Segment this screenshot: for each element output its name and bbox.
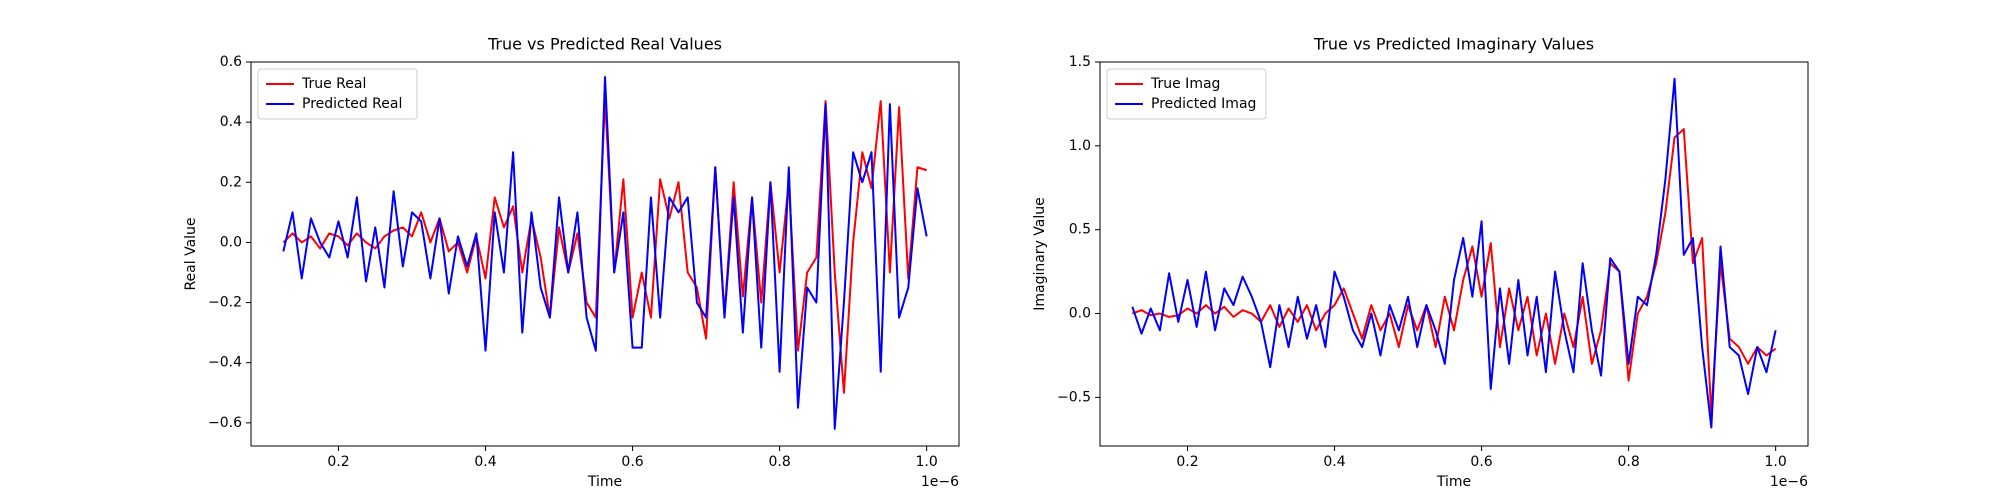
- x-tick-label: 0.2: [327, 454, 349, 470]
- y-axis-label: Imaginary Value: [1032, 197, 1048, 311]
- x-axis-label: Time: [1436, 474, 1471, 490]
- x-offset-label: 1e−6: [921, 474, 959, 490]
- y-tick-label: 0.2: [220, 174, 242, 190]
- legend-box: [257, 68, 418, 120]
- y-tick-label: −0.4: [208, 355, 242, 371]
- plot-frame: [1099, 61, 1809, 447]
- x-tick-label: 1.0: [1765, 454, 1787, 470]
- legend-label: True Real: [301, 76, 366, 92]
- x-tick-label: 0.4: [1323, 454, 1345, 470]
- legend-label: Predicted Real: [302, 96, 402, 112]
- data-line: [1132, 128, 1777, 416]
- y-tick-label: 1.5: [1069, 54, 1091, 70]
- x-tick-label: 0.8: [768, 454, 790, 470]
- data-line: [282, 76, 928, 430]
- legend-label: True Imag: [1150, 76, 1220, 92]
- y-axis-label: Real Value: [183, 217, 199, 290]
- plot-frame: [250, 61, 960, 447]
- x-tick-label: 0.8: [1617, 454, 1639, 470]
- y-tick-label: 0.6: [220, 54, 242, 70]
- chart-title: True vs Predicted Real Values: [487, 35, 722, 54]
- legend: True Imag Predicted Imag: [1106, 68, 1267, 120]
- x-axis-label: Time: [587, 474, 622, 490]
- legend-box: [1106, 68, 1267, 120]
- y-tick-label: 0.0: [220, 234, 242, 250]
- y-tick-label: 0.4: [220, 114, 242, 130]
- legend-label: Predicted Imag: [1151, 96, 1256, 112]
- data-line: [1131, 77, 1777, 429]
- y-tick-label: 0.5: [1069, 222, 1091, 238]
- y-tick-label: 0.0: [1069, 306, 1091, 322]
- y-tick-label: −0.5: [1057, 389, 1091, 405]
- x-tick-label: 0.6: [621, 454, 643, 470]
- chart-title: True vs Predicted Imaginary Values: [1313, 35, 1594, 54]
- x-tick-label: 1.0: [916, 454, 938, 470]
- x-tick-label: 0.4: [474, 454, 496, 470]
- subplot: True vs Predicted Imaginary Values Time Im…: [1032, 35, 1809, 490]
- y-tick-label: 1.0: [1069, 138, 1091, 154]
- y-tick-label: −0.2: [208, 295, 242, 311]
- x-tick-label: 0.2: [1176, 454, 1198, 470]
- x-offset-label: 1e−6: [1770, 474, 1808, 490]
- subplot: True vs Predicted Real Values Time Real Va…: [183, 35, 960, 490]
- x-tick-label: 0.6: [1470, 454, 1492, 470]
- legend: True Real Predicted Real: [257, 68, 418, 120]
- y-tick-label: −0.6: [208, 415, 242, 431]
